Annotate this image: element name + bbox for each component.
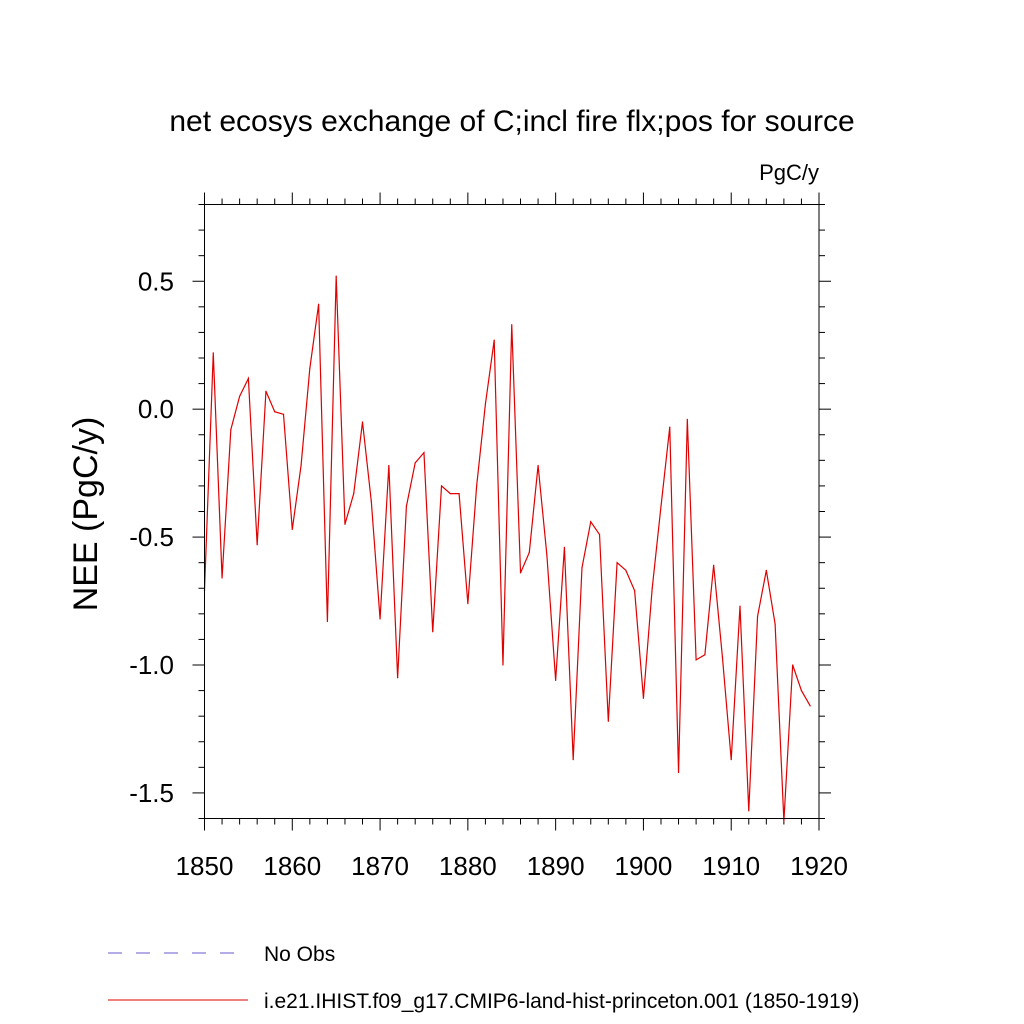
data-point [713, 564, 715, 566]
x-tick-label: 1880 [439, 851, 497, 881]
x-tick-label: 1860 [263, 851, 321, 881]
axis-ticks [192, 192, 831, 831]
data-point [721, 656, 724, 658]
data-point [388, 464, 390, 467]
data-point [511, 324, 513, 326]
y-tick-label: -1.5 [129, 778, 174, 808]
legend: No Obs i.e21.IHIST.f09_g17.CMIP6-land-his… [108, 943, 859, 1013]
data-point [563, 546, 566, 548]
data-point [774, 623, 776, 625]
data-point [493, 339, 495, 341]
data-point [581, 567, 583, 569]
data-point [800, 689, 803, 692]
x-tick-label: 1890 [527, 851, 585, 881]
x-tick-label: 1900 [615, 851, 673, 881]
legend-label: No Obs [264, 943, 335, 966]
data-point [405, 505, 408, 507]
data-point [432, 631, 434, 633]
data-point [642, 697, 645, 699]
data-point [247, 377, 249, 380]
data-point [274, 411, 276, 413]
x-tick-label: 1920 [790, 851, 848, 881]
data-point [230, 429, 232, 431]
chart-title: net ecosys exchange of C;incl fire flx;p… [169, 105, 854, 138]
y-tick-label: 0.0 [138, 394, 174, 424]
data-point [634, 590, 636, 592]
data-point [476, 485, 478, 487]
data-point [397, 677, 399, 679]
data-point [572, 759, 574, 761]
data-point [309, 367, 311, 369]
units-label: PgC/y [759, 160, 819, 185]
data-point [239, 395, 241, 397]
data-point [730, 759, 732, 761]
y-tick-label: 0.5 [138, 266, 174, 296]
data-point [809, 705, 811, 707]
data-point [625, 569, 627, 571]
data-point [440, 485, 443, 487]
data-point [660, 505, 662, 507]
legend-label: i.e21.IHIST.f09_g17.CMIP6-land-hist-prin… [264, 990, 859, 1013]
x-tick-labels: 1850 1860 1870 1880 1890 1900 1910 1920 [176, 851, 848, 881]
data-point [616, 562, 618, 564]
data-point [528, 551, 530, 554]
data-point [282, 413, 285, 415]
data-point [449, 492, 451, 495]
data-point [765, 569, 767, 571]
data-point [221, 577, 223, 579]
x-tick-label: 1910 [702, 851, 760, 881]
data-point [590, 521, 592, 523]
data-point [423, 452, 425, 454]
data-point [669, 426, 671, 428]
data-point [335, 275, 337, 277]
y-tick-labels: 0.5 0.0 -0.5 -1.0 -1.5 [129, 266, 174, 808]
data-point [546, 554, 548, 556]
data-point [537, 464, 539, 467]
data-point [467, 603, 469, 605]
x-tick-label: 1850 [176, 851, 234, 881]
data-point [361, 421, 364, 423]
series-line [203, 276, 811, 822]
y-tick-label: -1.0 [129, 650, 174, 680]
data-point [704, 654, 706, 656]
data-point [686, 418, 688, 420]
data-point [748, 810, 750, 812]
y-axis-label: NEE (PgC/y) [67, 417, 105, 612]
plot-frame [204, 204, 820, 819]
data-point [519, 572, 522, 574]
data-point [783, 820, 785, 822]
data-point [414, 462, 416, 464]
y-tick-label: -0.5 [129, 522, 174, 552]
data-point [326, 620, 328, 623]
data-point [265, 390, 267, 392]
plot-area [203, 275, 811, 822]
data-point [739, 605, 741, 607]
data-point [458, 492, 460, 495]
data-point [212, 352, 214, 354]
x-tick-label: 1870 [351, 851, 409, 881]
data-point [484, 403, 487, 405]
data-point [379, 618, 381, 620]
data-point [370, 500, 372, 502]
data-point [677, 771, 680, 774]
data-point [502, 664, 504, 666]
data-point [344, 523, 346, 525]
data-point [318, 303, 320, 305]
data-point [291, 528, 293, 531]
data-point [756, 615, 759, 617]
data-point [598, 533, 601, 536]
data-point [353, 492, 355, 495]
data-point [651, 587, 653, 589]
data-point [256, 544, 258, 546]
data-point [695, 659, 697, 661]
data-point [792, 664, 794, 666]
data-point [607, 720, 609, 722]
data-point [300, 464, 302, 467]
data-point [555, 679, 557, 681]
